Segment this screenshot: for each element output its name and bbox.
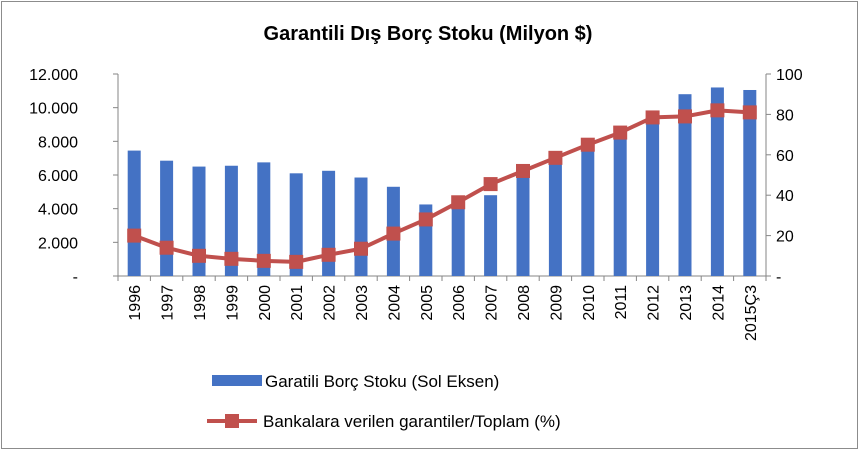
line-point-marker <box>321 247 336 262</box>
x-tick-label: 2015Ç3 <box>743 285 760 341</box>
chart-title: Garantili Dış Borç Stoku (Milyon $) <box>264 23 593 45</box>
line-point-marker <box>289 254 304 269</box>
x-tick-label: 2001 <box>289 285 306 321</box>
line-point-marker <box>386 226 401 241</box>
right-tick-label: 20 <box>776 229 794 246</box>
bar <box>613 136 627 276</box>
left-tick-label: 2.000 <box>38 235 78 252</box>
x-tick-label: 1996 <box>127 285 144 321</box>
plot-area: - 2.000 4.000 6.000 8.000 10.000 12.000 - 20 40 60… <box>29 67 803 341</box>
left-tick-label: 4.000 <box>38 202 78 219</box>
line-point-marker <box>548 150 563 165</box>
x-tick-label: 2005 <box>419 285 436 321</box>
line-point-marker <box>613 125 628 140</box>
line-point-marker <box>354 241 368 256</box>
line-point-marker <box>418 212 433 227</box>
bar <box>257 162 271 276</box>
x-tick-label: 2008 <box>516 285 533 321</box>
x-tick-label: 2004 <box>386 285 403 321</box>
bar <box>127 150 141 276</box>
bar <box>224 165 238 276</box>
line-point-marker <box>645 110 660 125</box>
x-tick-label: 2010 <box>581 285 598 321</box>
x-tick-label: 2007 <box>484 285 501 321</box>
right-tick-label: 60 <box>776 148 794 165</box>
left-tick-label: 8.000 <box>38 134 78 151</box>
x-tick-label: 2009 <box>548 285 565 321</box>
bar <box>354 177 368 276</box>
bar <box>646 116 660 276</box>
x-tick-label: 2006 <box>451 285 468 321</box>
bar <box>160 160 174 276</box>
x-tick-label: 2013 <box>678 285 695 321</box>
line-point-marker <box>710 103 725 118</box>
x-tick-label: 2012 <box>646 285 663 321</box>
bar <box>548 162 562 276</box>
left-tick-label: 10.000 <box>29 101 78 118</box>
x-tick-label: 2003 <box>354 285 371 321</box>
legend: Garatili Borç Stoku (Sol Eksen) Bankalar… <box>207 372 561 431</box>
line-point-marker <box>451 195 466 210</box>
bar <box>678 94 692 276</box>
bar <box>581 146 595 276</box>
right-tick-label: - <box>776 269 781 286</box>
legend-bar-swatch <box>212 375 262 386</box>
line-point-marker <box>516 163 530 178</box>
line-point-marker <box>224 251 239 266</box>
x-tick-label: 1998 <box>192 285 209 321</box>
line-point-marker <box>192 248 206 263</box>
x-tick-label: 2011 <box>613 285 630 320</box>
x-tick-label: 2000 <box>257 285 274 321</box>
line-point-marker <box>483 177 498 192</box>
left-tick-label: 12.000 <box>29 67 78 84</box>
legend-line-marker <box>225 414 239 428</box>
right-tick-label: 100 <box>776 67 803 84</box>
bar <box>451 201 465 276</box>
left-tick-label: 6.000 <box>38 168 78 185</box>
right-tick-label: 40 <box>776 188 794 205</box>
bar <box>289 173 303 276</box>
line-point-marker <box>127 228 142 243</box>
legend-line-label: Bankalara verilen garantiler/Toplam (%) <box>263 412 561 431</box>
x-tick-label: 2014 <box>710 285 727 321</box>
left-tick-label: - <box>73 269 78 286</box>
bar <box>743 89 757 276</box>
line-point-marker <box>580 137 595 152</box>
bar <box>192 166 206 276</box>
line-point-marker <box>678 109 692 124</box>
line-point-marker <box>159 240 174 255</box>
bar <box>516 175 530 276</box>
x-tick-label: 2002 <box>322 285 339 321</box>
x-tick-label: 1997 <box>160 285 177 321</box>
bar <box>484 195 498 276</box>
legend-bar-label: Garatili Borç Stoku (Sol Eksen) <box>265 372 499 391</box>
line-point-marker <box>742 105 757 120</box>
x-tick-label: 1999 <box>224 285 241 321</box>
bar <box>710 87 724 276</box>
right-tick-label: 80 <box>776 107 794 124</box>
line-point-marker <box>256 253 271 268</box>
